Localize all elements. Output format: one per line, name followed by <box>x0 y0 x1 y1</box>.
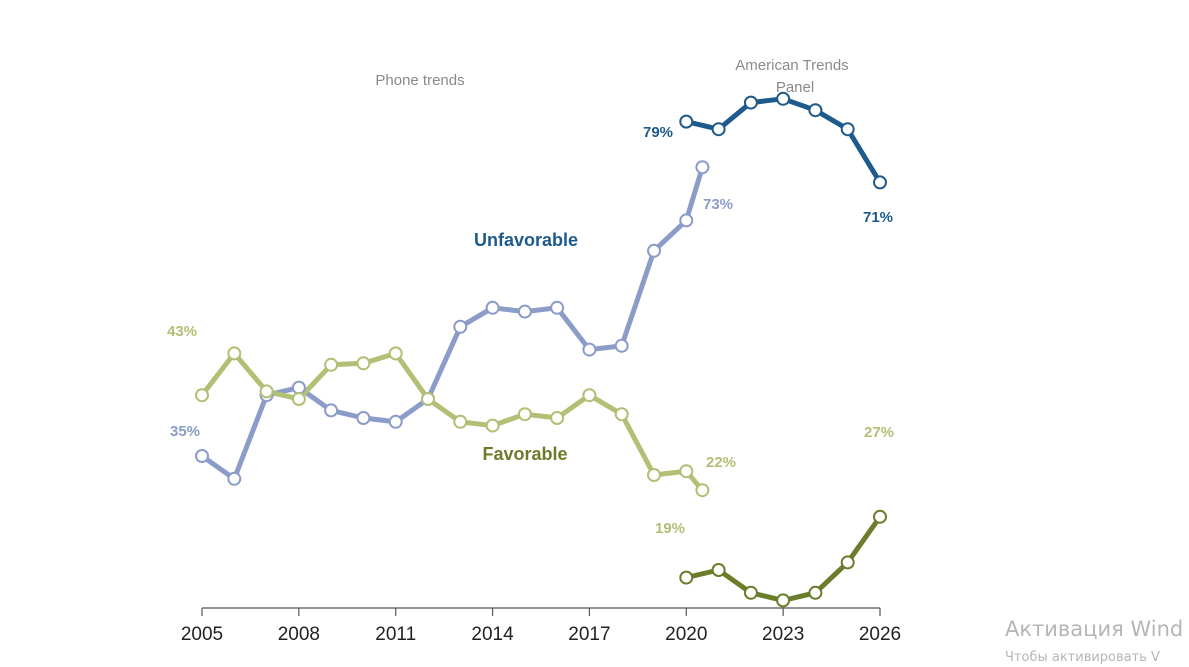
x-tick-label-2026: 2026 <box>859 624 901 645</box>
annotation-phone-trends: Phone trends <box>375 72 464 89</box>
data-point-favorable-phone-2012 <box>421 392 435 406</box>
data-point-favorable-panel-2024 <box>808 585 823 600</box>
data-point-unfavorable-phone-2010 <box>356 411 371 425</box>
series-line-unfavorable-panel <box>683 96 883 185</box>
data-label-favorable-2020-panel: 19% <box>655 520 685 537</box>
data-point-favorable-phone-2020.5 <box>695 483 710 498</box>
data-point-favorable-panel-2020 <box>679 570 694 585</box>
data-point-unfavorable-phone-2015 <box>517 304 532 319</box>
points-layer <box>195 91 887 608</box>
data-point-favorable-phone-2017 <box>582 388 597 403</box>
data-point-favorable-phone-2018 <box>614 407 629 422</box>
series-label-favorable: Favorable <box>482 444 567 464</box>
annotation-atp-line2: Panel <box>776 79 814 96</box>
data-point-unfavorable-phone-2020 <box>679 213 694 228</box>
series-label-unfavorable: Unfavorable <box>474 230 578 250</box>
data-point-favorable-phone-2014 <box>485 418 500 433</box>
x-tick-label-2014: 2014 <box>471 624 514 645</box>
data-point-unfavorable-panel-2026 <box>873 175 887 190</box>
data-point-unfavorable-phone-2006 <box>227 471 242 486</box>
data-point-unfavorable-panel-2020 <box>679 114 694 129</box>
data-point-favorable-phone-2009 <box>324 357 339 372</box>
data-point-favorable-phone-2007 <box>259 384 274 399</box>
x-tick-label-2011: 2011 <box>375 624 416 645</box>
series-line-unfavorable-phone <box>199 164 705 482</box>
data-point-unfavorable-phone-2017 <box>582 342 597 357</box>
x-axis-ticks: 2005 2008 2011 2014 2017 2020 2023 2026 <box>181 608 901 645</box>
x-tick-label-2020: 2020 <box>665 624 707 645</box>
data-point-favorable-panel-2025 <box>840 555 855 570</box>
data-point-favorable-phone-2020 <box>679 464 694 479</box>
data-point-unfavorable-phone-2013 <box>453 319 468 334</box>
x-tick-label-2005: 2005 <box>181 624 223 645</box>
data-point-favorable-phone-2019 <box>647 468 661 482</box>
data-point-favorable-phone-2013 <box>453 414 468 429</box>
data-point-unfavorable-phone-2008 <box>291 380 306 395</box>
data-labels: 43% 35% 73% 22% 79% 71% 19% 27% <box>167 124 894 537</box>
data-point-unfavorable-panel-2025 <box>840 122 855 137</box>
data-label-favorable-2026-panel: 27% <box>864 424 894 441</box>
data-point-unfavorable-phone-2014 <box>485 300 500 315</box>
series-line-favorable-phone <box>199 350 705 493</box>
watermark-activation-title: Активация Wind <box>1005 617 1184 641</box>
data-point-favorable-phone-2011 <box>388 346 403 361</box>
data-point-unfavorable-panel-2024 <box>808 103 823 118</box>
data-point-favorable-phone-2008 <box>291 392 306 406</box>
x-tick-label-2008: 2008 <box>278 624 320 645</box>
data-point-favorable-phone-2016 <box>550 411 565 425</box>
x-tick-label-2017: 2017 <box>568 624 610 645</box>
data-point-favorable-panel-2026 <box>873 509 887 524</box>
data-point-unfavorable-phone-2011 <box>388 414 403 429</box>
x-tick-label-2023: 2023 <box>762 624 804 645</box>
watermark-activation-subtitle: Чтобы активировать V <box>1005 650 1160 665</box>
annotation-atp-line1: American Trends <box>735 57 848 74</box>
data-point-unfavorable-phone-2016 <box>550 300 565 315</box>
data-point-unfavorable-phone-2018 <box>614 338 629 353</box>
data-point-favorable-panel-2023 <box>776 593 791 608</box>
data-point-unfavorable-panel-2022 <box>743 95 758 110</box>
data-point-unfavorable-phone-2020.5 <box>695 160 710 175</box>
data-point-favorable-panel-2022 <box>743 585 758 600</box>
data-point-favorable-panel-2021 <box>711 563 726 577</box>
data-point-favorable-phone-2005 <box>195 388 209 403</box>
data-point-favorable-phone-2010 <box>356 356 371 371</box>
data-point-favorable-phone-2015 <box>517 407 532 422</box>
data-point-favorable-phone-2006 <box>227 346 242 361</box>
data-label-unfavorable-2020-phone: 73% <box>703 196 733 213</box>
data-label-favorable-2005: 43% <box>167 323 197 340</box>
data-point-unfavorable-phone-2019 <box>647 243 661 258</box>
data-point-unfavorable-panel-2021 <box>711 122 726 137</box>
data-point-unfavorable-phone-2009 <box>324 403 339 418</box>
data-label-unfavorable-2005: 35% <box>170 423 200 440</box>
data-point-unfavorable-phone-2005 <box>195 449 209 463</box>
x-axis: 2005 2008 2011 2014 2017 2020 2023 2026 <box>181 607 901 645</box>
data-label-unfavorable-2026-panel: 71% <box>863 209 893 226</box>
data-point-unfavorable-panel-2023 <box>776 91 791 106</box>
series-layer <box>199 96 883 603</box>
data-label-unfavorable-2020-panel: 79% <box>643 124 673 141</box>
data-label-favorable-2020-phone: 22% <box>706 454 736 471</box>
